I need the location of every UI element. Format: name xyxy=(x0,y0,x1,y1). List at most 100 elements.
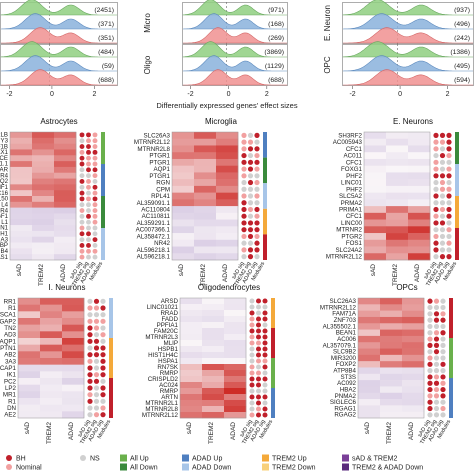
gene-label: LP2 xyxy=(5,385,17,392)
heatmap-cell xyxy=(10,132,33,139)
significance-dot xyxy=(86,149,91,155)
significance-dot xyxy=(79,225,85,231)
significance-dot xyxy=(439,233,446,240)
gene-label: PHF2 xyxy=(346,186,362,193)
gene-label: L1 xyxy=(1,219,8,226)
significance-dot xyxy=(254,159,260,165)
ridge-panel-col1: (2451) (371) (351) (484) (59) (688) -2 0 2 xyxy=(0,0,118,98)
heatmap-cell xyxy=(172,253,195,261)
heatmap-cell xyxy=(380,310,403,318)
significance-dot xyxy=(247,152,254,159)
module-bar-segment xyxy=(109,298,113,338)
heatmap-cell xyxy=(62,384,85,392)
significance-dot xyxy=(439,193,446,199)
significance-dot xyxy=(427,412,433,418)
heatmap-cell xyxy=(180,340,203,347)
legend-swatch xyxy=(262,463,269,471)
significance-dot xyxy=(254,132,260,138)
significance-dot xyxy=(440,386,446,393)
heatmap-cell xyxy=(18,391,41,399)
heatmap-cell xyxy=(172,158,195,166)
significance-dot xyxy=(79,173,85,179)
legend-swatch xyxy=(6,455,12,461)
significance-dot xyxy=(427,336,433,342)
significance-dot xyxy=(93,312,100,318)
heatmap-cell xyxy=(180,310,203,317)
heatmap-panel-3: I. NeuronsRR1R1SCA1GAP2TN2AD3AQP1PTN1AB2… xyxy=(0,283,113,446)
legend-label: ADAD Down xyxy=(192,465,231,472)
heatmap-cell xyxy=(216,179,239,187)
heatmap-cell xyxy=(386,165,409,173)
gene-label: AC005943 xyxy=(333,139,363,146)
heatmap-cell xyxy=(194,185,217,193)
significance-dot xyxy=(92,237,98,243)
heatmap-cell xyxy=(386,158,409,166)
significance-dot xyxy=(440,412,446,418)
significance-dot xyxy=(93,305,100,311)
ridge-row-label: Micro xyxy=(143,13,152,33)
heatmap-cell xyxy=(224,298,247,305)
heatmap-cell xyxy=(62,344,85,352)
gene-label: SCA1 xyxy=(0,312,17,319)
heatmap-cell xyxy=(224,334,247,341)
heatmap-cell xyxy=(32,236,55,243)
heatmap-cell xyxy=(40,311,63,319)
heatmap-cell xyxy=(364,206,387,214)
heatmap-cell xyxy=(10,196,33,203)
ridge-count-label: (484) xyxy=(98,49,114,56)
gene-label: SLC24A2 xyxy=(336,247,363,254)
gene-label: SIGLEC6 xyxy=(330,399,357,406)
significance-dot xyxy=(433,186,439,192)
heatmap-cell xyxy=(18,358,41,365)
significance-dot xyxy=(433,240,439,246)
heatmap-cell xyxy=(62,304,85,312)
significance-dot xyxy=(247,220,254,226)
significance-dot xyxy=(249,388,255,394)
heatmap-cell xyxy=(10,230,33,238)
significance-dot xyxy=(100,345,106,351)
gene-label: MTRNR2L12 xyxy=(320,304,357,311)
significance-dot xyxy=(433,349,440,355)
x-tick-label: 2 xyxy=(265,91,269,98)
ridge-count-label: (351) xyxy=(98,35,114,42)
heatmap-cell xyxy=(216,233,239,241)
significance-dot xyxy=(446,132,452,138)
significance-dot xyxy=(433,317,440,323)
significance-dot xyxy=(427,368,433,374)
heatmap-cell xyxy=(32,213,55,220)
significance-dot xyxy=(241,227,247,233)
heatmap-cell xyxy=(216,226,239,234)
significance-dot xyxy=(446,159,452,165)
heatmap-cell xyxy=(10,143,33,150)
module-bar-segment xyxy=(263,132,267,158)
significance-dot xyxy=(79,149,85,155)
heatmap-cell xyxy=(62,411,85,419)
significance-dot xyxy=(255,316,262,322)
significance-dot xyxy=(427,323,433,330)
significance-dot xyxy=(433,380,440,386)
gene-label: SLC9B2 xyxy=(333,349,357,356)
significance-dot xyxy=(427,349,433,355)
gene-label: SLC5A2 xyxy=(339,193,363,200)
significance-dot xyxy=(262,304,268,310)
heatmap-cell xyxy=(402,380,425,387)
significance-dot xyxy=(262,334,268,340)
heatmap-cell xyxy=(54,213,77,220)
ridge-count-label: (688) xyxy=(268,77,284,84)
heatmap-cell xyxy=(62,338,85,345)
significance-dot xyxy=(86,243,91,248)
heatmap-cell xyxy=(386,246,409,254)
legend-label: Nominal xyxy=(16,465,42,472)
heatmap-cell xyxy=(40,338,63,345)
module-bar-segment xyxy=(271,328,275,358)
significance-dot xyxy=(241,173,247,179)
significance-dot xyxy=(79,144,85,149)
gene-label: AC011 xyxy=(344,153,363,160)
significance-dot xyxy=(439,247,446,253)
heatmap-cell xyxy=(358,316,381,324)
heatmap-cell xyxy=(386,253,409,261)
gene-label: C1Q2 xyxy=(0,178,9,185)
density-ridge xyxy=(342,41,473,58)
significance-dot xyxy=(86,225,91,231)
significance-dot xyxy=(87,298,93,304)
